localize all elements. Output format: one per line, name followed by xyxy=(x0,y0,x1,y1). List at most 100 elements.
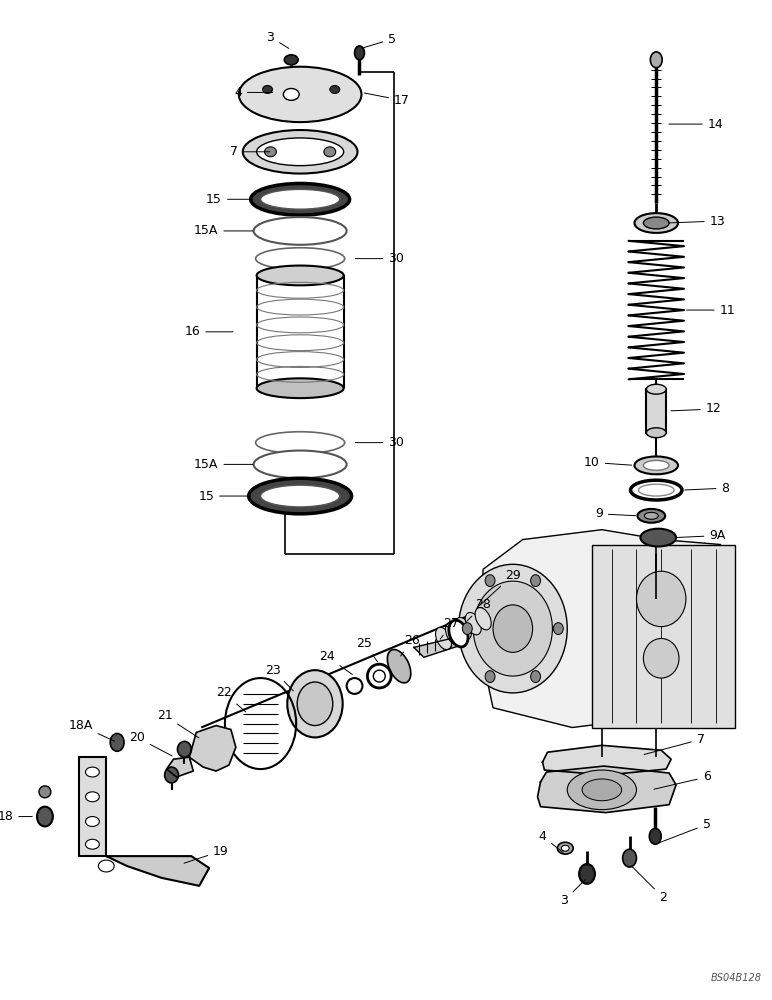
Ellipse shape xyxy=(582,779,621,801)
Ellipse shape xyxy=(86,767,100,777)
Ellipse shape xyxy=(466,613,481,635)
Text: 17: 17 xyxy=(364,93,410,107)
Ellipse shape xyxy=(86,817,100,826)
Text: 5: 5 xyxy=(362,33,396,48)
Ellipse shape xyxy=(643,638,679,678)
Text: 19: 19 xyxy=(184,845,229,863)
Ellipse shape xyxy=(554,623,564,635)
Ellipse shape xyxy=(649,828,661,844)
Ellipse shape xyxy=(643,460,669,470)
Polygon shape xyxy=(107,856,209,886)
Polygon shape xyxy=(478,530,730,728)
Text: 9A: 9A xyxy=(677,529,726,542)
Ellipse shape xyxy=(445,622,462,645)
Polygon shape xyxy=(167,757,193,777)
Ellipse shape xyxy=(324,147,336,157)
Ellipse shape xyxy=(449,620,468,647)
Bar xyxy=(79,757,107,856)
Text: 7: 7 xyxy=(644,733,705,755)
Text: 6: 6 xyxy=(654,770,711,789)
Ellipse shape xyxy=(579,864,595,884)
Ellipse shape xyxy=(485,671,495,683)
Ellipse shape xyxy=(330,86,340,93)
Text: 25: 25 xyxy=(357,637,378,662)
Bar xyxy=(592,545,736,728)
Text: 11: 11 xyxy=(687,304,736,317)
Text: 30: 30 xyxy=(355,252,404,265)
Ellipse shape xyxy=(239,67,361,122)
Ellipse shape xyxy=(256,266,344,285)
Ellipse shape xyxy=(475,608,491,630)
Ellipse shape xyxy=(530,575,540,587)
Text: 14: 14 xyxy=(669,118,723,131)
Text: 29: 29 xyxy=(480,569,520,605)
Ellipse shape xyxy=(473,581,553,676)
Text: 10: 10 xyxy=(584,456,631,469)
Text: 23: 23 xyxy=(266,664,293,691)
Ellipse shape xyxy=(297,682,333,726)
Ellipse shape xyxy=(623,849,636,867)
Ellipse shape xyxy=(249,478,351,514)
Polygon shape xyxy=(414,636,466,657)
Text: 30: 30 xyxy=(355,436,404,449)
Ellipse shape xyxy=(455,617,472,640)
Text: 2: 2 xyxy=(631,866,667,904)
Ellipse shape xyxy=(287,670,343,737)
Ellipse shape xyxy=(636,571,686,627)
Ellipse shape xyxy=(435,627,452,650)
Ellipse shape xyxy=(638,509,665,523)
Text: 7: 7 xyxy=(230,145,269,158)
Ellipse shape xyxy=(493,605,533,652)
Ellipse shape xyxy=(254,217,347,245)
Ellipse shape xyxy=(557,842,573,854)
Ellipse shape xyxy=(650,52,662,68)
Ellipse shape xyxy=(374,670,385,682)
Ellipse shape xyxy=(367,664,391,688)
Polygon shape xyxy=(189,726,235,771)
Ellipse shape xyxy=(98,860,114,872)
Ellipse shape xyxy=(86,839,100,849)
Ellipse shape xyxy=(530,671,540,683)
Ellipse shape xyxy=(110,733,124,751)
Ellipse shape xyxy=(388,650,411,683)
Text: 13: 13 xyxy=(669,215,726,228)
Ellipse shape xyxy=(256,138,344,166)
Ellipse shape xyxy=(283,88,299,100)
Text: 22: 22 xyxy=(216,686,245,712)
Ellipse shape xyxy=(261,485,340,507)
Text: 21: 21 xyxy=(157,709,199,738)
Text: BS04B128: BS04B128 xyxy=(711,973,762,983)
Ellipse shape xyxy=(265,147,276,157)
Text: 5: 5 xyxy=(658,818,711,843)
Ellipse shape xyxy=(561,845,569,851)
Text: 15: 15 xyxy=(198,490,251,503)
Ellipse shape xyxy=(459,564,567,693)
Ellipse shape xyxy=(256,378,344,398)
Ellipse shape xyxy=(39,786,51,798)
Text: 8: 8 xyxy=(685,482,730,495)
Ellipse shape xyxy=(284,55,298,65)
Ellipse shape xyxy=(646,428,666,438)
Ellipse shape xyxy=(262,86,273,93)
Text: 4: 4 xyxy=(539,830,563,852)
Text: 16: 16 xyxy=(185,325,233,338)
Ellipse shape xyxy=(645,512,659,519)
Text: 26: 26 xyxy=(401,634,420,656)
Ellipse shape xyxy=(646,384,666,394)
Text: 24: 24 xyxy=(319,650,352,674)
Ellipse shape xyxy=(242,130,357,174)
Ellipse shape xyxy=(178,741,191,757)
Text: 18: 18 xyxy=(0,810,32,823)
Polygon shape xyxy=(543,745,671,775)
Text: 20: 20 xyxy=(129,731,172,756)
Ellipse shape xyxy=(631,480,682,500)
Text: 28: 28 xyxy=(466,598,491,623)
Ellipse shape xyxy=(256,432,344,454)
Ellipse shape xyxy=(251,183,350,215)
Ellipse shape xyxy=(256,248,344,270)
Text: 3: 3 xyxy=(560,880,585,907)
Ellipse shape xyxy=(261,189,340,209)
Ellipse shape xyxy=(354,46,364,60)
Text: 9: 9 xyxy=(595,507,635,520)
Text: 15A: 15A xyxy=(194,458,253,471)
